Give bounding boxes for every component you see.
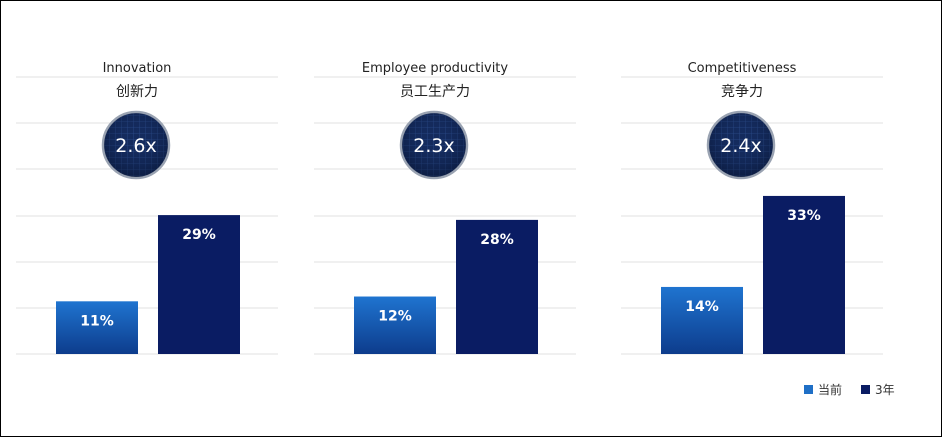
panel-title-zh: 员工生产力 (400, 84, 470, 100)
bar-data-label: 28% (480, 232, 514, 248)
multiplier-badge-shade (402, 113, 466, 177)
panel-title-en: Innovation (103, 61, 172, 76)
multiplier-label: 2.6x (115, 135, 156, 157)
bar-3yr (456, 219, 538, 354)
legend-swatch (804, 385, 813, 394)
multiplier-badge-shade (104, 113, 168, 177)
bar-3yr (158, 215, 240, 354)
bar-data-label: 14% (685, 299, 719, 315)
bar-current (661, 286, 743, 354)
bar-data-label: 11% (80, 313, 114, 329)
panel-title-en: Employee productivity (362, 61, 509, 76)
legend-label: 3年 (875, 383, 895, 397)
multiplier-label: 2.3x (413, 135, 454, 157)
multiplier-label: 2.4x (720, 135, 761, 157)
legend: 当前 3年 (804, 382, 895, 397)
panel-1: Innovation 创新力 2.6x 11% 29% (16, 61, 278, 355)
multiplier-badge-shade (709, 113, 773, 177)
panel-title-en: Competitiveness (688, 61, 797, 76)
bar-data-label: 12% (378, 309, 412, 325)
bar-current (354, 296, 436, 354)
panel-2: Employee productivity 员工生产力 2.3x 12% 28% (314, 61, 576, 355)
panel-3: Competitiveness 竞争力 2.4x 14% 33% (621, 61, 883, 355)
bar-current (56, 301, 138, 354)
bar-3yr (763, 195, 845, 354)
panel-title-zh: 竞争力 (721, 83, 763, 100)
legend-swatch (861, 385, 870, 394)
bar-data-label: 33% (787, 208, 821, 224)
bar-data-label: 29% (182, 227, 216, 243)
panel-title-zh: 创新力 (116, 84, 158, 100)
legend-label: 当前 (818, 382, 842, 397)
